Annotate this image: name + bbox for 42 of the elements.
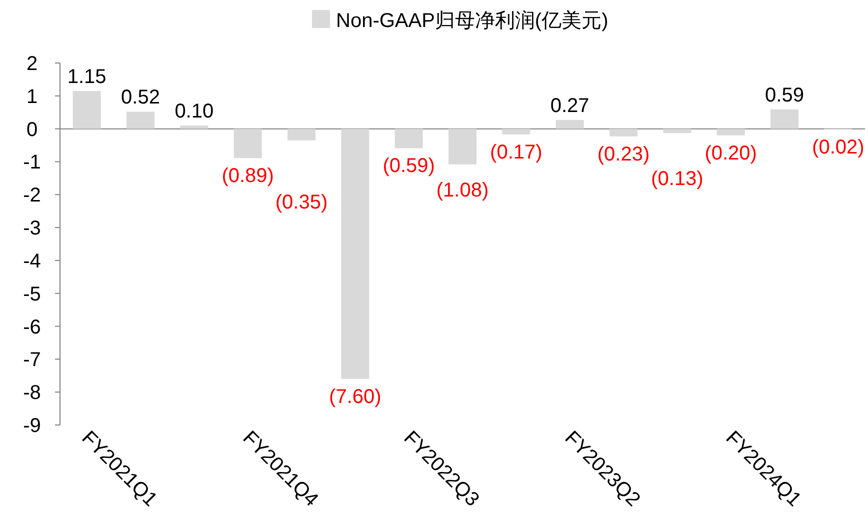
data-label: (0.23) <box>597 143 650 166</box>
y-tick-label: -4 <box>23 250 41 272</box>
data-label: 1.15 <box>67 66 106 88</box>
bar <box>663 128 692 134</box>
y-tick-label: 1 <box>26 86 38 108</box>
bar <box>72 90 101 129</box>
data-label: (7.60) <box>329 386 382 408</box>
bar <box>394 128 423 148</box>
bar <box>234 128 262 158</box>
data-label: (0.17) <box>490 141 542 164</box>
y-tick-label: -1 <box>23 152 41 174</box>
y-tick-label: 0 <box>26 118 38 141</box>
bar <box>180 126 208 129</box>
data-label: (1.08) <box>436 179 489 202</box>
bar <box>288 128 316 140</box>
bar <box>556 120 584 129</box>
y-tick-label: -6 <box>23 316 41 338</box>
bar <box>716 128 745 136</box>
y-tick-label: -9 <box>23 415 41 437</box>
data-label: 0.10 <box>174 100 214 123</box>
data-label: (0.35) <box>275 191 328 214</box>
bar <box>610 128 638 136</box>
bar <box>126 112 154 129</box>
data-label: 0.59 <box>765 84 804 106</box>
data-label: 0.52 <box>121 86 160 109</box>
y-tick-label: -2 <box>23 184 41 207</box>
y-tick-label: -7 <box>23 349 41 372</box>
y-tick-label: 2 <box>26 53 38 75</box>
data-label: (0.59) <box>382 155 435 178</box>
bar <box>341 128 370 379</box>
bar <box>448 128 476 164</box>
data-label: (0.89) <box>222 165 274 188</box>
legend: Non-GAAP归母净利润(亿美元) <box>312 10 608 32</box>
y-tick-label: -5 <box>23 283 41 306</box>
bar <box>770 109 798 129</box>
bar <box>502 128 530 134</box>
y-tick-label: -8 <box>23 382 41 404</box>
data-label: 0.27 <box>550 94 590 117</box>
data-label: (0.13) <box>651 168 704 190</box>
data-label: (0.02) <box>812 136 864 158</box>
y-tick-label: -3 <box>23 218 41 240</box>
data-label: (0.20) <box>704 142 757 164</box>
